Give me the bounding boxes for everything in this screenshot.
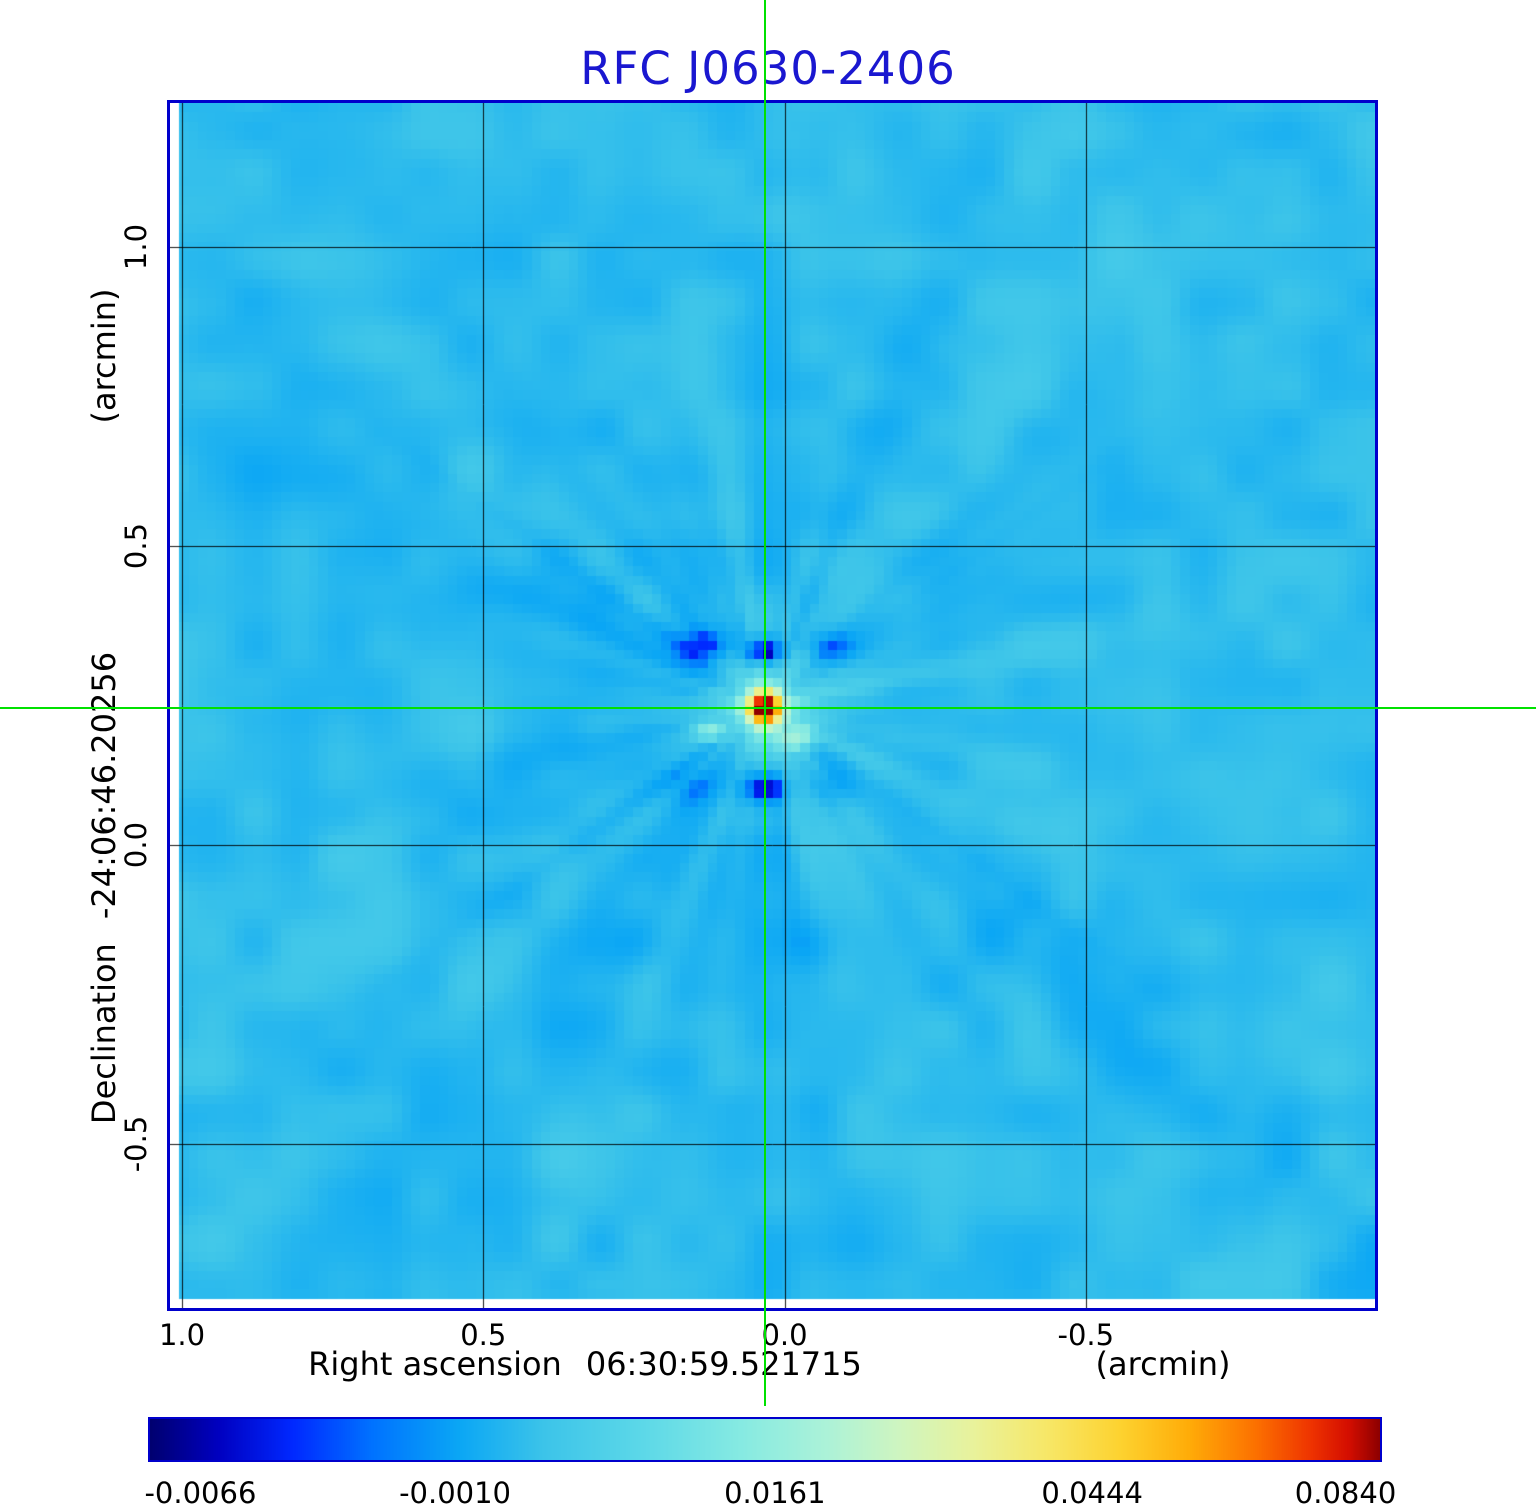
y-tick-label: 0.5 — [119, 522, 153, 569]
y-axis-label: Declination -24:06:46.20256 — [85, 652, 123, 1124]
plot-title: RFC J0630-2406 — [580, 42, 956, 95]
x-axis-unit: (arcmin) — [1095, 1345, 1231, 1383]
x-tick-label: 0.5 — [460, 1318, 507, 1352]
x-tick-label: 0.0 — [761, 1318, 808, 1352]
x-tick-label: 1.0 — [158, 1318, 206, 1352]
x-axis-name: Right ascension — [308, 1345, 562, 1383]
colorbar-tick-label: 0.0840 — [1294, 1476, 1397, 1510]
colorbar-canvas — [150, 1419, 1380, 1460]
colorbar-tick-label: -0.0066 — [144, 1476, 257, 1510]
colorbar-tick-label: 0.0161 — [724, 1476, 826, 1510]
colorbar-tick-label: -0.0010 — [399, 1476, 511, 1510]
y-tick-label: 1.0 — [119, 223, 153, 270]
x-tick-label: -0.5 — [1057, 1318, 1115, 1352]
y-axis-unit: (arcmin) — [85, 288, 123, 424]
y-axis-name: Declination — [85, 943, 123, 1125]
y-axis-coordinate: -24:06:46.20256 — [85, 651, 123, 920]
x-axis-coordinate: 06:30:59.521715 — [585, 1345, 862, 1383]
y-tick-label: 0.0 — [119, 821, 153, 868]
y-tick-label: -0.5 — [119, 1115, 153, 1172]
sky-map-canvas — [170, 103, 1375, 1308]
crosshair-vertical-line — [763, 0, 766, 1406]
colorbar-tick-label: 0.0444 — [1041, 1476, 1143, 1510]
colorbar-frame — [148, 1417, 1382, 1462]
crosshair-horizontal-line — [0, 706, 1536, 709]
plot-frame — [167, 100, 1378, 1311]
x-axis-label: Right ascension 06:30:59.521715 — [170, 1345, 1000, 1383]
